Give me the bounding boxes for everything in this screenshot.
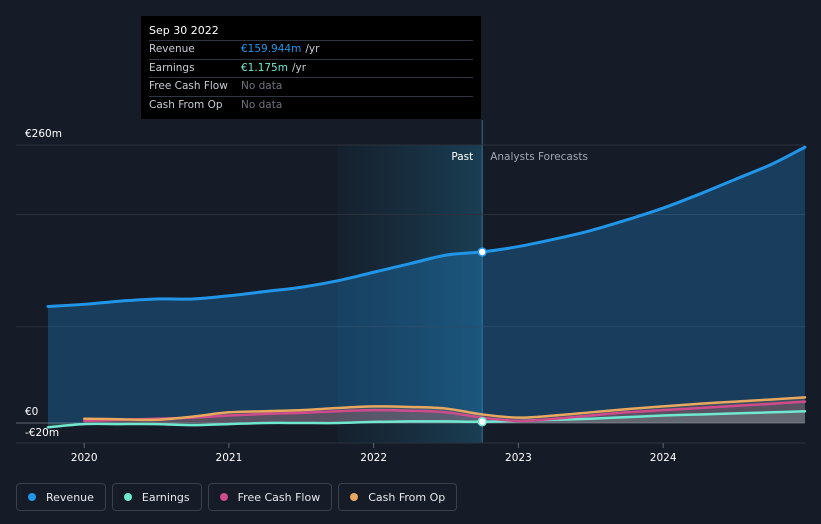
tooltip-label: Earnings <box>149 61 195 74</box>
y-tick-label: €0 <box>25 406 38 418</box>
past-label: Past <box>451 151 473 163</box>
tooltip-value: €159.944m <box>241 43 302 55</box>
revenue-marker <box>477 247 487 257</box>
earnings-dot-icon <box>123 493 132 501</box>
tooltip-label: Revenue <box>149 43 195 55</box>
revenue-line <box>46 145 807 308</box>
tooltip-row-free-cash-flow: Free Cash Flow No data <box>149 77 473 96</box>
x-tick-label: 2023 <box>505 452 532 464</box>
legend-item-cash-from-op[interactable]: Cash From Op <box>338 483 458 511</box>
legend-item-revenue[interactable]: Revenue <box>16 483 106 511</box>
legend: Revenue Earnings Free Cash Flow Cash Fro… <box>16 483 458 511</box>
x-tick-label: 2020 <box>71 452 98 464</box>
revenue-area <box>48 147 805 423</box>
forecast-label: Analysts Forecasts <box>490 151 588 163</box>
tooltip-date: Sep 30 2022 <box>149 24 219 37</box>
cash-from-op-line <box>82 396 807 422</box>
free-cash-flow-dot-icon <box>219 493 228 501</box>
tooltip-value: No data <box>241 80 283 92</box>
tooltip-label: Cash From Op <box>149 98 223 111</box>
tooltip: Sep 30 2022 Revenue €159.944m /yr Earnin… <box>141 16 481 119</box>
legend-label: Revenue <box>46 490 94 504</box>
legend-label: Cash From Op <box>368 490 446 504</box>
past-region <box>337 145 483 443</box>
legend-label: Earnings <box>141 490 190 504</box>
tooltip-row-revenue: Revenue €159.944m /yr <box>149 40 473 59</box>
legend-item-free-cash-flow[interactable]: Free Cash Flow <box>207 483 333 511</box>
tooltip-unit: /yr <box>305 43 320 55</box>
y-tick-label: €260m <box>25 128 62 140</box>
earnings-marker <box>477 416 487 427</box>
legend-item-earnings[interactable]: Earnings <box>111 483 202 511</box>
y-tick-label: -€20m <box>25 427 59 439</box>
x-tick-label: 2021 <box>216 452 243 464</box>
tooltip-value: €1.175m <box>241 61 288 74</box>
cash-from-op-dot-icon <box>350 493 359 501</box>
tooltip-unit: /yr <box>291 61 307 74</box>
tooltip-row-cash-from-op: Cash From Op No data <box>149 95 473 115</box>
revenue-dot-icon <box>28 493 36 501</box>
tooltip-label: Free Cash Flow <box>149 80 228 92</box>
x-tick-label: 2022 <box>360 452 387 464</box>
free-cash-flow-line <box>82 400 807 423</box>
x-tick-label: 2024 <box>650 452 677 464</box>
tooltip-value: No data <box>241 98 283 111</box>
legend-label: Free Cash Flow <box>237 490 321 504</box>
tooltip-row-earnings: Earnings €1.175m /yr <box>149 58 473 78</box>
earnings-line <box>46 409 807 429</box>
